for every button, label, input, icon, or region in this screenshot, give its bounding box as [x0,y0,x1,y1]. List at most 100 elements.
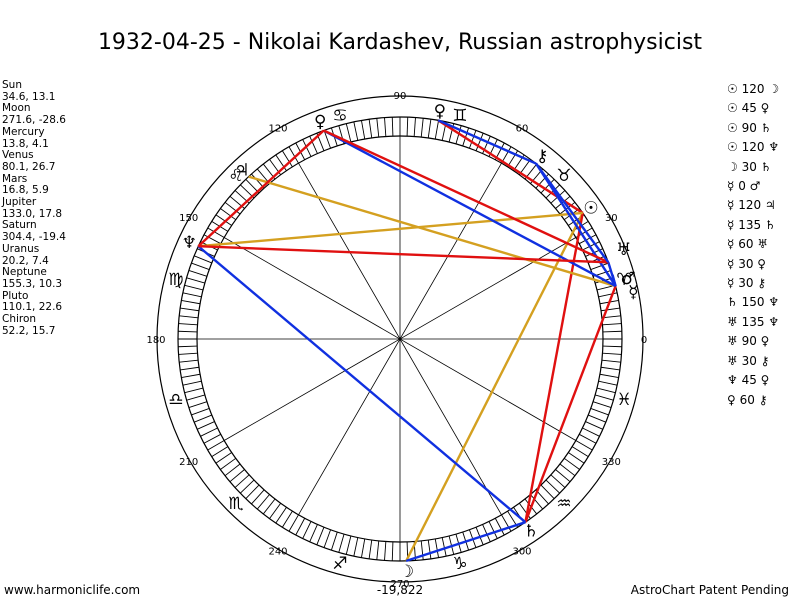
degree-tick [229,469,245,483]
aspect-row: ☉ 90 ♄ [727,119,800,138]
planet-glyph-icon: ♄ [764,217,776,232]
degree-tick [376,118,380,138]
degree-tick [338,534,345,553]
degree-tick [590,408,609,416]
aspect-line-mercury-pluto [323,129,617,288]
degree-tick [178,323,198,326]
planet-glyph-icon: ♅ [727,314,738,329]
degree-tick [384,117,387,137]
degree-tick [220,208,237,221]
aspect-angle: 45 [737,101,761,116]
degree-tick [353,121,359,141]
degree-tick [207,227,225,238]
degree-tick [302,139,312,157]
degree-tick [530,494,544,510]
degree-tick [323,130,331,149]
degree-tick [182,292,202,298]
degree-tick [602,352,622,355]
degree-tick [391,117,394,137]
degree-tick [211,446,229,458]
planet-position-mars: 16.8, 5.9 [2,184,49,197]
chiron-icon: ⚷ [536,147,548,167]
degree-tick [178,330,198,333]
aspect-line-uranus-neptune [198,245,609,264]
degree-tick [602,330,622,333]
planet-name-mercury: Mercury [2,125,45,138]
aspect-row: ☿ 0 ♂ [727,177,800,196]
degree-tick [571,446,589,458]
degree-tick [590,262,609,270]
degree-tick [582,241,600,251]
degree-tick [309,524,318,542]
coordinate-readout: -19,822 [376,583,424,597]
degree-tick [180,366,200,371]
degree-tick [188,401,208,409]
degree-tick [224,463,241,477]
degree-tick [197,421,215,430]
aspect-line-moon-saturn [405,521,526,563]
planet-position-saturn: 304.4, -19.4 [2,231,66,244]
degree-tick [239,479,255,494]
planet-glyph-icon: ⚷ [757,276,767,291]
aspect-row: ☿ 60 ♅ [727,235,800,254]
aspect-row: ♅ 135 ♆ [727,313,800,332]
degree-tick [178,352,198,355]
aspect-row: ☿ 30 ♀ [727,255,800,274]
planet-glyph-icon: ☿ [727,179,735,194]
capricorn-icon: ♑︎ [452,554,467,574]
planet-glyph-icon: ☉ [727,140,738,155]
neptune-icon: ♆ [182,233,197,253]
aspect-angle: 90 [737,120,761,135]
degree-tick [256,494,270,510]
degree-tick [595,394,614,401]
saturn-icon: ♄ [523,521,538,541]
degree-tick [501,146,512,164]
planet-position-venus: 80.1, 26.7 [2,160,56,173]
sun-icon: ☉ [583,198,598,218]
planet-glyph-icon: ♄ [760,120,772,135]
planet-glyph-icon: ☿ [727,256,735,271]
degree-tick [475,132,484,151]
planet-position-uranus: 20.2, 7.4 [2,254,49,267]
cancer-icon: ♋︎ [332,106,347,126]
aspect-row: ☿ 120 ♃ [727,196,800,215]
degree-tick [602,323,622,326]
degree-tick [181,373,201,378]
outer-ring [156,95,644,583]
degree-label: 180 [146,335,165,346]
aspect-row: ♅ 90 ♀ [727,332,800,351]
aspect-angle: 45 [737,373,761,388]
planet-glyph-icon: ♆ [768,314,780,329]
aspect-line-venus-chiron [437,119,537,165]
aspect-row: ☽ 30 ♄ [727,158,800,177]
degree-tick [281,510,293,528]
degree-tick [555,469,571,483]
aspect-angle: 30 [734,276,758,291]
degree-tick [585,421,603,430]
degree-tick [600,307,620,312]
moon-icon: ☽ [399,562,414,582]
degree-tick [579,433,597,444]
pluto-icon: ♀ [314,112,326,132]
site-link[interactable]: www.harmoniclife.com [4,583,141,597]
aries-icon: ♈︎ [616,270,631,290]
aspect-row: ♀ 60 ⚷ [727,391,800,410]
degree-tick [191,262,210,270]
planet-name-uranus: Uranus [2,242,40,255]
aspect-angle: 150 [737,295,769,310]
degree-label: 210 [179,457,198,468]
degree-tick [582,427,600,437]
planet-position-jupiter: 133.0, 17.8 [2,207,63,220]
degree-label: 0 [641,335,647,346]
degree-tick [245,484,260,500]
degree-label: 150 [179,213,198,224]
aspect-angle: 30 [734,256,758,271]
degree-tick [178,345,198,348]
aspect-line-mercury-chiron [535,162,617,287]
degree-tick [494,518,505,536]
planet-glyph-icon: ♆ [768,140,780,155]
planet-position-pluto: 110.1, 22.6 [2,301,63,314]
aspect-angle: 135 [737,314,769,329]
degree-tick [323,529,331,548]
